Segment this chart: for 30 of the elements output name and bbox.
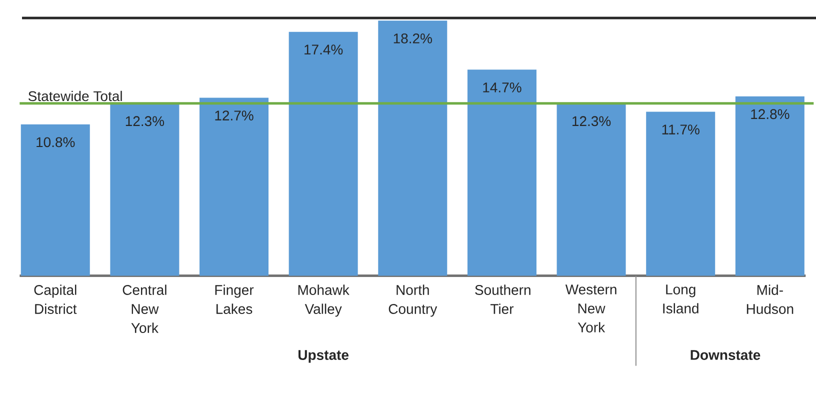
x-tick-label: Finger Lakes: [215, 284, 254, 314]
x-tick-label: North Country: [388, 284, 438, 317]
data-label: 18.2%: [394, 33, 432, 44]
bar: [646, 112, 716, 276]
data-label: 10.8%: [36, 137, 75, 148]
bar: [735, 96, 804, 276]
x-tick-label: Mid-Hudson: [746, 284, 794, 314]
data-label: 17.4%: [304, 44, 343, 54]
data-label: 12.3%: [572, 116, 611, 126]
x-tick-label: Capital District: [34, 284, 77, 314]
text: Upstate: [298, 350, 349, 363]
x-tick-label: Western New York: [565, 284, 616, 332]
data-label: 14.7%: [483, 82, 522, 92]
data-label: 12.3%: [126, 116, 164, 126]
data-label: 11.7%: [662, 124, 700, 134]
ref-line-label: Statewide Total: [28, 90, 122, 102]
bar: [378, 20, 448, 276]
bar: [20, 124, 90, 276]
bar: [556, 103, 626, 276]
x-tick-label: Mohawk Valley: [298, 284, 350, 317]
data-label: 12.8%: [751, 109, 790, 120]
bar: [467, 70, 536, 276]
x-tick-label: Southern Tier: [475, 284, 530, 314]
text: Downstate: [690, 350, 760, 360]
data-label: 12.7%: [215, 110, 254, 120]
bar: [200, 98, 269, 276]
x-tick-label: Long Island: [663, 284, 698, 314]
bar: [288, 32, 358, 276]
bar: [110, 103, 180, 276]
x-tick-label: Central New York: [122, 284, 166, 333]
